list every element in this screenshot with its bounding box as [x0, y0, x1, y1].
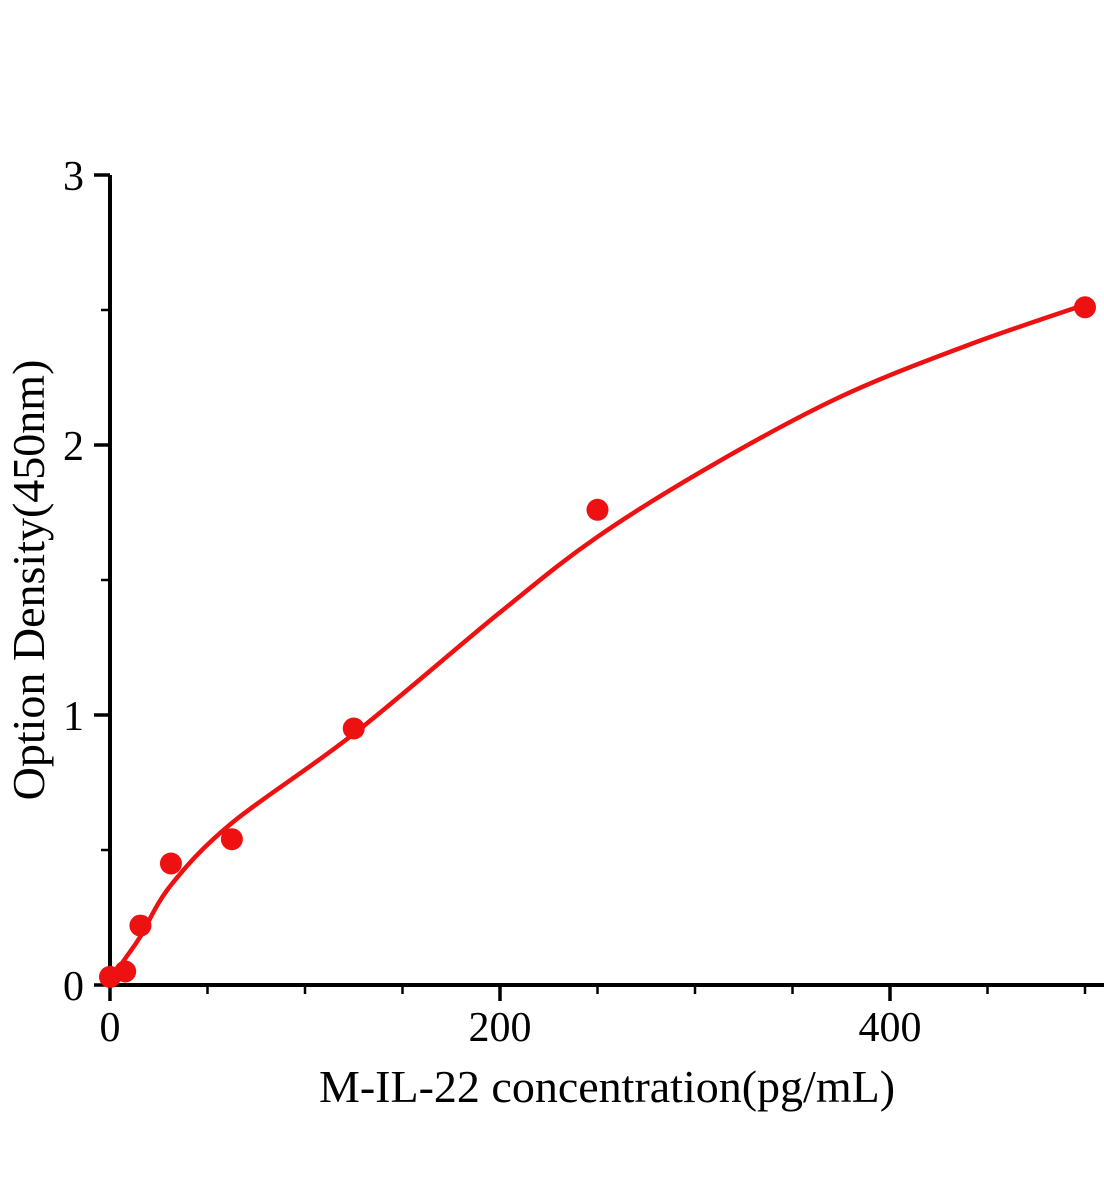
- x-tick-label: 0: [100, 1005, 121, 1051]
- tick-labels: 0 200 400 0 1 2 3: [63, 154, 922, 1051]
- x-axis-title: M-IL-22 concentration(pg/mL): [319, 1061, 895, 1112]
- y-tick-label: 1: [63, 694, 84, 740]
- axes: [108, 175, 1104, 987]
- y-axis-title: Option Density(450nm): [3, 360, 54, 801]
- data-point: [159, 852, 182, 875]
- data-point: [114, 960, 137, 983]
- data-point: [220, 828, 243, 851]
- y-tick-label: 2: [63, 424, 84, 470]
- x-tick-label: 400: [859, 1005, 922, 1051]
- x-tick-label: 200: [469, 1005, 532, 1051]
- y-tick-label: 3: [63, 154, 84, 200]
- data-point: [1074, 296, 1096, 319]
- tick-marks: [94, 173, 1087, 1001]
- y-tick-label: 0: [63, 964, 84, 1010]
- data-point: [129, 914, 152, 937]
- fit-curve: [107, 302, 1088, 982]
- data-point: [342, 717, 365, 740]
- data-points: [99, 296, 1096, 988]
- data-point: [586, 498, 609, 521]
